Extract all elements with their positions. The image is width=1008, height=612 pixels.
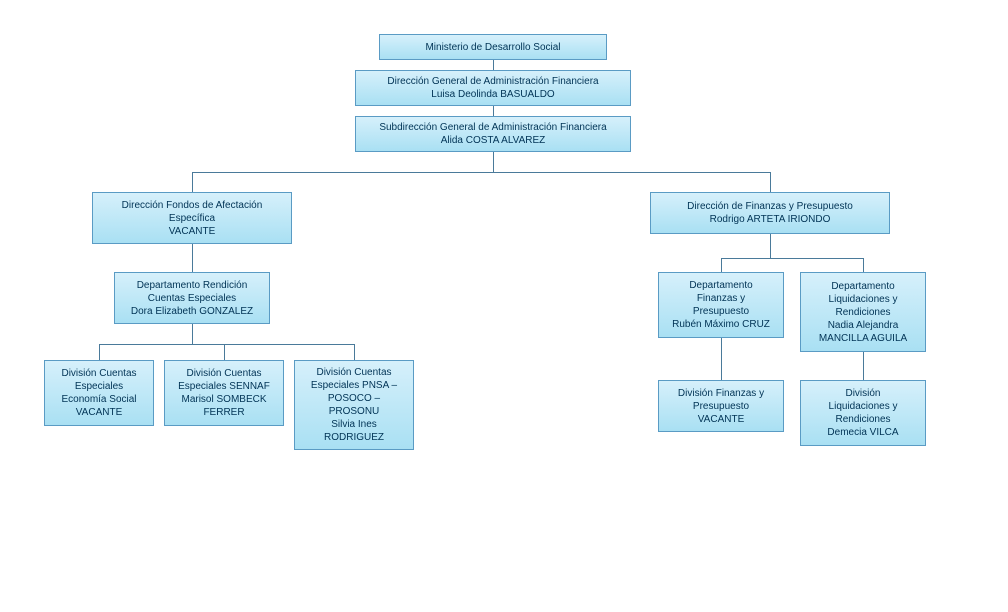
connector-line xyxy=(493,152,494,172)
connector-line xyxy=(863,258,864,272)
org-node-line: Departamento Rendición xyxy=(121,279,263,292)
connector-line xyxy=(192,324,193,344)
connector-line xyxy=(493,60,494,70)
org-node-n13: DivisiónLiquidaciones yRendicionesDemeci… xyxy=(800,380,926,446)
org-node-line: Dirección de Finanzas y Presupuesto xyxy=(657,200,883,213)
org-node-n7: DepartamentoFinanzas yPresupuestoRubén M… xyxy=(658,272,784,338)
org-node-line: Especiales PNSA – xyxy=(301,379,407,392)
org-node-line: Ministerio de Desarrollo Social xyxy=(386,41,600,54)
org-node-line: Específica xyxy=(99,212,285,225)
org-node-line: Especiales SENNAF xyxy=(171,380,277,393)
org-node-line: Silvia Ines xyxy=(301,418,407,431)
org-node-line: Economía Social xyxy=(51,393,147,406)
org-node-line: Cuentas Especiales xyxy=(121,292,263,305)
org-node-line: PROSONU xyxy=(301,405,407,418)
org-node-line: Rodrigo ARTETA IRIONDO xyxy=(657,213,883,226)
org-node-line: Dirección General de Administración Fina… xyxy=(362,75,624,88)
org-node-line: Marisol SOMBECK xyxy=(171,393,277,406)
connector-line xyxy=(224,344,225,360)
org-node-line: División xyxy=(807,387,919,400)
org-node-n12: División Finanzas yPresupuestoVACANTE xyxy=(658,380,784,432)
connector-line xyxy=(863,352,864,380)
org-node-line: División Cuentas xyxy=(171,367,277,380)
org-node-line: RODRIGUEZ xyxy=(301,431,407,444)
connector-line xyxy=(770,172,771,192)
connector-line xyxy=(192,172,193,192)
org-node-line: Luisa Deolinda BASUALDO xyxy=(362,88,624,101)
org-node-n2: Dirección General de Administración Fina… xyxy=(355,70,631,106)
connector-line xyxy=(99,344,354,345)
org-node-line: Nadia Alejandra xyxy=(807,319,919,332)
org-node-n3: Subdirección General de Administración F… xyxy=(355,116,631,152)
connector-line xyxy=(354,344,355,360)
org-node-line: Presupuesto xyxy=(665,305,777,318)
org-node-n6: Departamento RendiciónCuentas Especiales… xyxy=(114,272,270,324)
org-node-n8: DepartamentoLiquidaciones yRendicionesNa… xyxy=(800,272,926,352)
org-node-line: Especiales xyxy=(51,380,147,393)
connector-line xyxy=(770,234,771,258)
org-node-line: División Cuentas xyxy=(301,366,407,379)
connector-line xyxy=(192,244,193,272)
org-node-n5: Dirección de Finanzas y PresupuestoRodri… xyxy=(650,192,890,234)
org-node-line: Finanzas y xyxy=(665,292,777,305)
connector-line xyxy=(721,258,722,272)
org-node-line: Departamento xyxy=(807,280,919,293)
connector-line xyxy=(99,344,100,360)
connector-line xyxy=(493,106,494,116)
org-node-line: Dirección Fondos de Afectación xyxy=(99,199,285,212)
org-node-n10: División CuentasEspeciales SENNAFMarisol… xyxy=(164,360,284,426)
org-node-line: División Finanzas y xyxy=(665,387,777,400)
connector-line xyxy=(721,338,722,380)
org-node-line: MANCILLA AGUILA xyxy=(807,332,919,345)
org-node-line: VACANTE xyxy=(51,406,147,419)
org-node-line: Demecia VILCA xyxy=(807,426,919,439)
org-node-line: Departamento xyxy=(665,279,777,292)
org-node-n1: Ministerio de Desarrollo Social xyxy=(379,34,607,60)
org-node-n11: División CuentasEspeciales PNSA –POSOCO … xyxy=(294,360,414,450)
org-node-line: Rendiciones xyxy=(807,306,919,319)
org-node-line: FERRER xyxy=(171,406,277,419)
org-node-line: Rubén Máximo CRUZ xyxy=(665,318,777,331)
org-node-line: Subdirección General de Administración F… xyxy=(362,121,624,134)
org-node-line: Dora Elizabeth GONZALEZ xyxy=(121,305,263,318)
org-node-line: POSOCO – xyxy=(301,392,407,405)
org-node-n9: División CuentasEspecialesEconomía Socia… xyxy=(44,360,154,426)
connector-line xyxy=(721,258,863,259)
org-node-line: VACANTE xyxy=(665,413,777,426)
org-node-line: VACANTE xyxy=(99,225,285,238)
org-node-line: Rendiciones xyxy=(807,413,919,426)
connector-line xyxy=(192,172,770,173)
org-node-line: Liquidaciones y xyxy=(807,293,919,306)
org-node-line: Alida COSTA ALVAREZ xyxy=(362,134,624,147)
org-node-line: División Cuentas xyxy=(51,367,147,380)
org-node-line: Liquidaciones y xyxy=(807,400,919,413)
org-node-line: Presupuesto xyxy=(665,400,777,413)
org-node-n4: Dirección Fondos de AfectaciónEspecífica… xyxy=(92,192,292,244)
